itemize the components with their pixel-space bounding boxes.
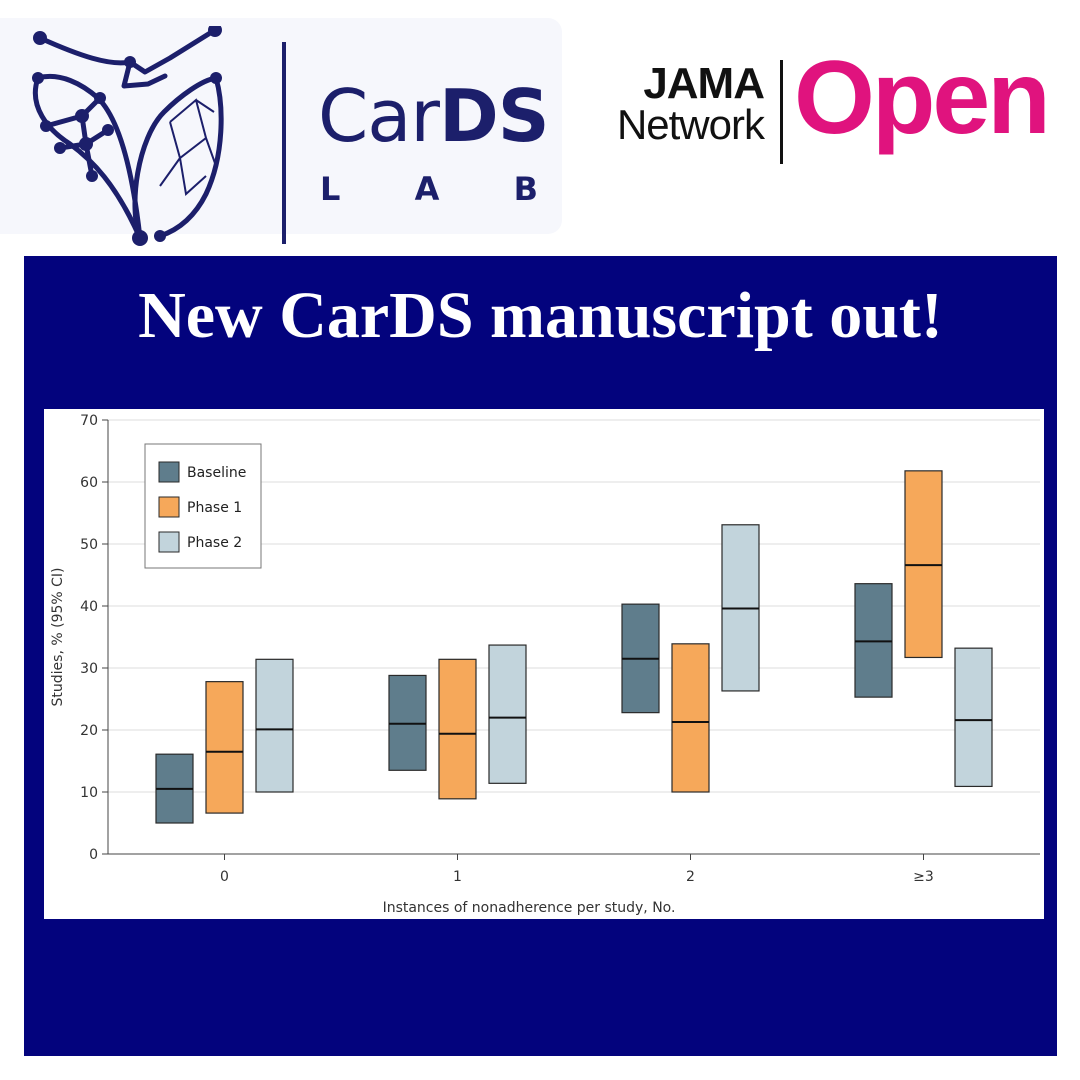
y-axis-title: Studies, % (95% CI) <box>50 568 66 707</box>
lab-letter: B <box>513 170 538 208</box>
y-tick-label: 50 <box>80 537 98 553</box>
ci-bar <box>488 644 527 784</box>
y-tick-label: 0 <box>89 847 98 863</box>
ci-bar <box>255 658 294 793</box>
legend-label: Baseline <box>187 465 246 481</box>
jama-word: JAMA <box>643 59 765 108</box>
logo-divider <box>282 42 286 244</box>
y-tick-label: 30 <box>80 661 98 677</box>
x-tick-label: 1 <box>453 869 462 885</box>
ci-bar <box>205 681 244 814</box>
heart-network-icon <box>32 26 224 246</box>
legend-swatch <box>158 461 180 483</box>
jama-divider <box>780 60 783 164</box>
x-tick-label: ≥3 <box>913 869 934 885</box>
headline: New CarDS manuscript out! <box>138 279 943 352</box>
legend-label: Phase 2 <box>187 535 242 551</box>
cards-lab-logo: CarDS L A B <box>0 18 562 246</box>
legend-label: Phase 1 <box>187 500 242 516</box>
chart-panel: 0 10 20 30 40 50 60 70 0 1 2 ≥3 Instances of nonadhe… <box>44 409 1044 919</box>
jama-network-logo: JAMA Network <box>586 59 765 148</box>
y-tick-label: 40 <box>80 599 98 615</box>
legend-swatch <box>158 531 180 553</box>
y-tick-label: 60 <box>80 475 98 491</box>
ci-bar <box>954 647 993 788</box>
interval-chart: 0 10 20 30 40 50 60 70 0 1 2 ≥3 Instances of nonadhe… <box>50 413 1040 916</box>
y-tick-label: 10 <box>80 785 98 801</box>
announcement-banner: New CarDS manuscript out! 0 10 20 30 40 50 60 7… <box>24 256 1057 1056</box>
x-tick-label: 0 <box>220 869 229 885</box>
open-word: Open <box>794 40 1051 156</box>
ci-bar <box>671 643 710 793</box>
y-tick-label: 20 <box>80 723 98 739</box>
y-tick-label: 70 <box>80 413 98 429</box>
x-axis-title: Instances of nonadherence per study, No. <box>383 900 676 916</box>
legend-swatch <box>158 496 180 518</box>
lab-letter: L <box>320 170 341 208</box>
lab-wordmark: L A B <box>320 170 538 208</box>
ci-bar <box>438 658 477 800</box>
lab-letter: A <box>414 170 440 208</box>
x-tick-label: 2 <box>686 869 695 885</box>
cards-wordmark: CarDS <box>318 74 550 158</box>
network-word: Network <box>616 101 765 148</box>
